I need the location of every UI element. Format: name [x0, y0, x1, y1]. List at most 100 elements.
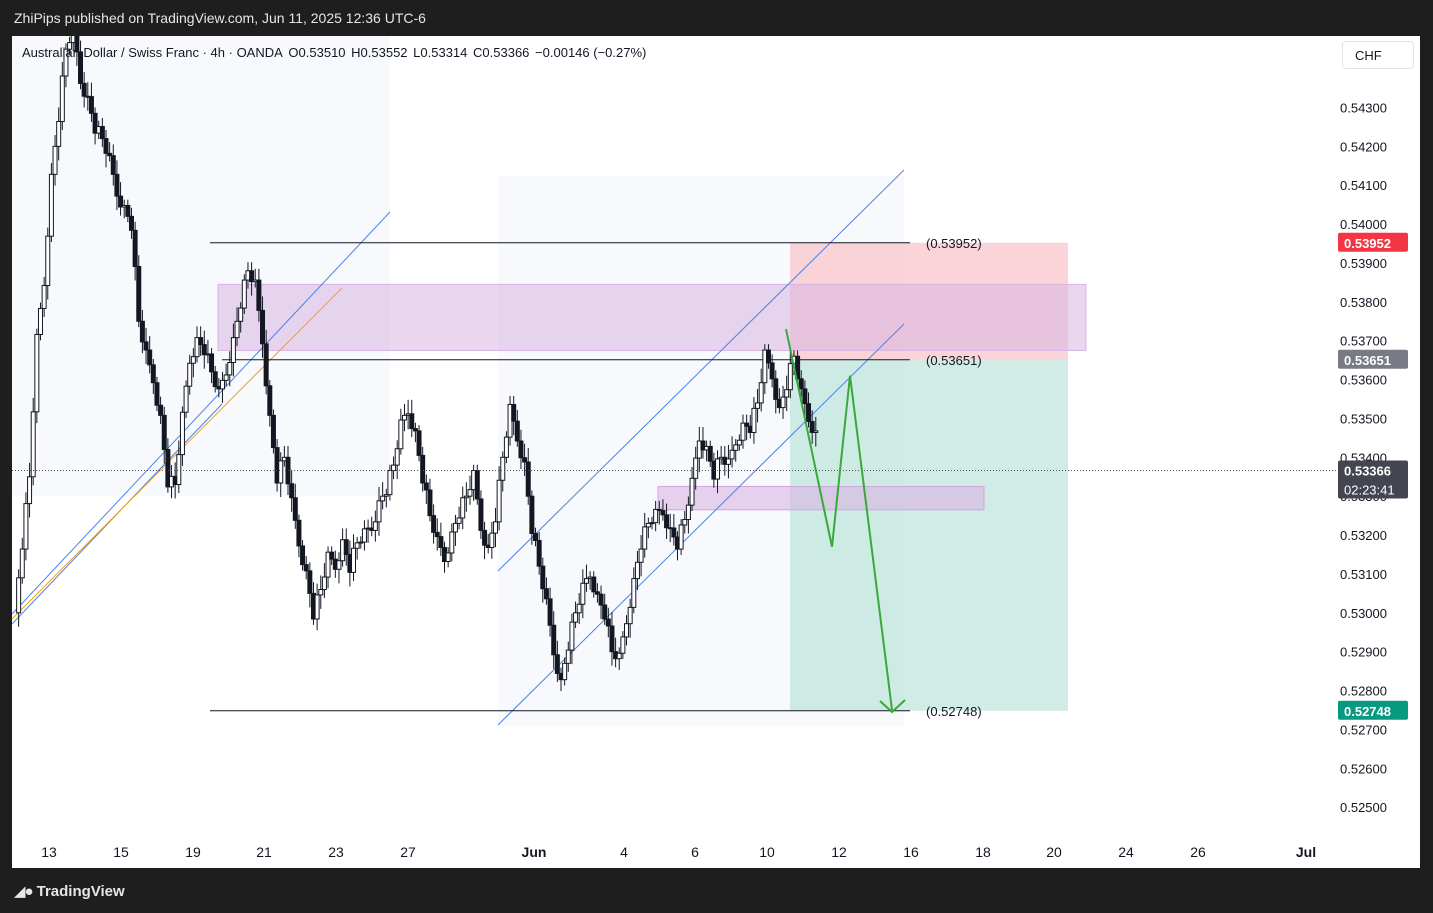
candle-body [594, 591, 600, 595]
x-tick-label: 20 [1046, 844, 1062, 860]
candle-body [576, 603, 582, 614]
candle-body [573, 612, 579, 623]
tradingview-logo-icon: ◢● [14, 883, 34, 900]
price-chart-svg[interactable]: (0.53952) (0.53651) (0.52748) 0.54300 0.542… [12, 36, 1420, 868]
candle-body [52, 145, 58, 175]
candle-body [230, 337, 236, 363]
candle-body [540, 565, 546, 590]
x-tick-label: 23 [328, 844, 344, 860]
candle-body [423, 482, 429, 491]
candle-body [150, 364, 156, 384]
x-tick-label: 24 [1118, 844, 1134, 860]
left-shade-box [12, 36, 390, 496]
ohlc-open: O0.53510 [288, 45, 346, 60]
candle-body [16, 577, 22, 614]
candle-body [784, 389, 790, 398]
candle-body [689, 477, 695, 506]
candle-body [580, 582, 586, 605]
candle-body [653, 508, 659, 524]
candle-body [700, 440, 706, 451]
candle-body [616, 652, 622, 660]
candle-body [183, 385, 189, 413]
x-tick-label: 15 [113, 844, 129, 860]
candle-body [602, 604, 608, 620]
candle-body [438, 536, 444, 549]
candle-body [114, 173, 120, 197]
level-label: (0.53651) [926, 353, 982, 368]
candle-body [81, 82, 87, 97]
candle-body [467, 489, 473, 497]
candle-body [503, 436, 509, 458]
price-label-box [1338, 349, 1408, 369]
candle-body [482, 529, 488, 546]
candle-body [725, 458, 731, 465]
candle-body [682, 519, 688, 526]
time-axis[interactable]: 13 15 19 21 23 27 Jun 4 6 10 12 16 18 20 24 26 Jul [41, 844, 1316, 860]
candle-body [798, 378, 804, 390]
candle-body [376, 500, 382, 523]
candle-body [147, 349, 153, 366]
candle-body [773, 378, 779, 400]
x-tick-label: 21 [256, 844, 272, 860]
channel-lower-line[interactable] [497, 323, 905, 726]
candle-body [292, 497, 298, 521]
candle-body [634, 561, 640, 580]
candle-body [34, 334, 40, 413]
candle-body [391, 464, 397, 472]
candle-body [74, 36, 80, 53]
price-label-text: 0.53651 [1344, 353, 1391, 368]
candle-body [30, 411, 36, 478]
candle-body [139, 320, 145, 343]
candle-body [372, 521, 378, 531]
candle-body [431, 515, 437, 533]
y-tick-label: 0.52500 [1340, 800, 1387, 815]
candle-body [27, 476, 33, 505]
candle-body [249, 270, 255, 283]
candle-body [354, 542, 360, 549]
candle-body [132, 229, 138, 267]
candle-body [187, 362, 193, 387]
candle-body [78, 51, 84, 84]
tradingview-brand: TradingView [36, 883, 125, 900]
candle-body [380, 495, 386, 502]
y-tick-label: 0.54100 [1340, 178, 1387, 193]
price-axis[interactable]: 0.54300 0.54200 0.54100 0.54000 0.53900 0.538… [1340, 101, 1387, 816]
candle-body [227, 361, 233, 376]
chart-area[interactable]: (0.53952) (0.53651) (0.52748) 0.54300 0.542… [12, 36, 1420, 868]
x-tick-label: 4 [620, 844, 628, 860]
candle-body [664, 514, 670, 529]
orange-trendline[interactable] [12, 287, 343, 620]
candle-body [198, 337, 204, 346]
candle-body [219, 379, 225, 390]
candle-body [59, 75, 65, 122]
channel-upper-line-left[interactable] [12, 211, 391, 615]
take-profit-zone[interactable] [790, 359, 1068, 711]
channel-upper-line[interactable] [497, 169, 905, 572]
candle-body [234, 320, 240, 339]
candle-body [609, 625, 615, 653]
candle-body [41, 285, 47, 309]
candle-body [321, 576, 327, 590]
projection-path[interactable] [785, 328, 893, 711]
top-bar: ZhiPips published on TradingView.com, Ju… [0, 0, 1433, 36]
candle-body [19, 548, 25, 579]
tradingview-logo[interactable]: ◢● TradingView [14, 882, 125, 900]
candle-body [361, 528, 367, 543]
symbol-title: Australian Dollar / Swiss Franc · 4h · O… [22, 45, 283, 60]
candle-body [809, 421, 815, 433]
price-labels: 0.53952 0.53651 0.53366 02:23:41 0.52748 [1338, 232, 1408, 720]
candle-body [99, 126, 105, 140]
candle-body [416, 430, 422, 456]
candle-body [241, 279, 247, 309]
supply-zone[interactable] [217, 283, 1087, 351]
candle-body [45, 235, 51, 287]
price-label-box [1338, 460, 1408, 499]
candle-body [300, 545, 306, 566]
y-tick-label: 0.54300 [1340, 101, 1387, 116]
candle-body [762, 349, 768, 384]
candle-body [409, 413, 415, 430]
currency-button[interactable]: CHF [1342, 41, 1414, 69]
price-label-text: 0.53952 [1344, 236, 1391, 251]
candle-body [605, 618, 611, 627]
candle-body [452, 522, 458, 533]
